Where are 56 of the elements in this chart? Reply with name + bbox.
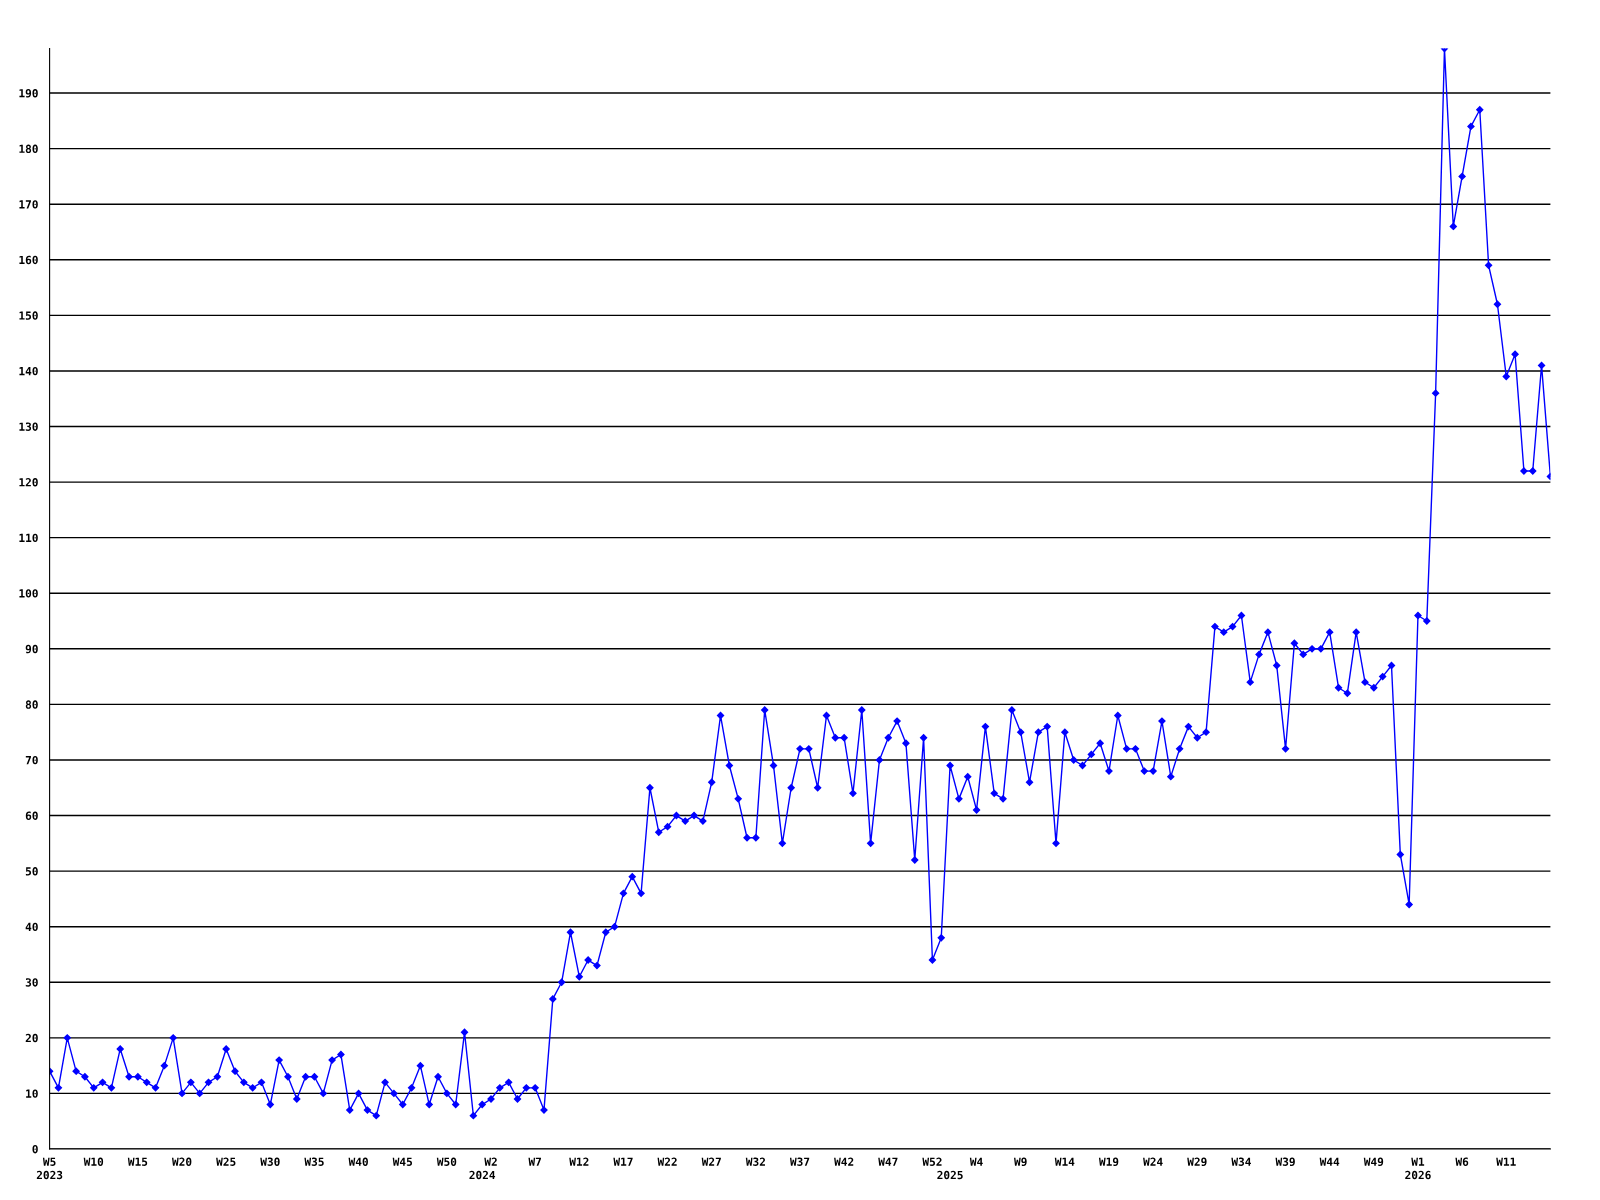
y-tick-label: 180 bbox=[19, 144, 38, 154]
x-tick-label: W40 bbox=[348, 1157, 368, 1166]
y-tick-label: 130 bbox=[19, 422, 38, 431]
x-tick-label: W11 bbox=[1496, 1157, 1516, 1166]
y-tick-label: 160 bbox=[19, 255, 38, 265]
x-tick-label: W20 bbox=[171, 1157, 192, 1166]
x-tick-label: W2 bbox=[484, 1157, 497, 1166]
y-tick-label: 0 bbox=[32, 1144, 38, 1154]
x-tick-label: W29 bbox=[1187, 1157, 1207, 1166]
x-tick-label: W49 bbox=[1363, 1157, 1384, 1166]
y-tick-label: 80 bbox=[25, 700, 38, 709]
x-tick-label: W14 bbox=[1054, 1157, 1075, 1166]
x-tick-label: W34 bbox=[1231, 1157, 1251, 1166]
x-tick-label: W44 bbox=[1319, 1157, 1340, 1166]
y-tick-label: 60 bbox=[25, 811, 38, 820]
x-tick-label: W42 bbox=[834, 1157, 854, 1166]
y-tick-label: 150 bbox=[19, 311, 38, 320]
x-tick-label: W22 bbox=[657, 1157, 677, 1166]
x-tick-label: W52 bbox=[922, 1157, 942, 1166]
y-tick-label: 50 bbox=[25, 867, 38, 876]
x-tick-label: W47 bbox=[878, 1157, 898, 1166]
y-tick-label: 190 bbox=[19, 89, 38, 98]
x-tick-label: W9 bbox=[1014, 1157, 1027, 1166]
x-tick-label: 2024 bbox=[469, 1170, 496, 1180]
y-tick-label: 20 bbox=[25, 1033, 38, 1043]
x-tick-label: W50 bbox=[436, 1157, 457, 1166]
x-tick-label: W4 bbox=[969, 1157, 983, 1166]
x-tick-label: 2025 bbox=[937, 1170, 963, 1180]
y-tick-label: 90 bbox=[25, 644, 38, 654]
x-tick-label: W7 bbox=[528, 1157, 542, 1166]
x-tick-label: W25 bbox=[216, 1157, 236, 1166]
x-tick-label: W30 bbox=[260, 1157, 280, 1166]
x-tick-label: W24 bbox=[1143, 1157, 1163, 1166]
x-tick-label: W35 bbox=[304, 1157, 324, 1166]
y-tick-label: 70 bbox=[25, 755, 38, 765]
x-tick-label: W27 bbox=[701, 1157, 721, 1166]
x-tick-label: W32 bbox=[745, 1157, 765, 1166]
x-tick-label: W12 bbox=[569, 1157, 589, 1166]
x-tick-label: W10 bbox=[83, 1157, 104, 1166]
y-tick-label: 10 bbox=[26, 1089, 38, 1098]
y-tick-label: 170 bbox=[19, 200, 38, 209]
x-tick-label: W19 bbox=[1098, 1157, 1119, 1166]
y-tick-label: 110 bbox=[19, 533, 38, 543]
x-tick-label: W5 2023 bbox=[36, 1157, 63, 1180]
x-tick-label: W1 2026 bbox=[1405, 1157, 1431, 1180]
y-tick-label: 140 bbox=[19, 366, 38, 376]
y-tick-label: 100 bbox=[19, 589, 38, 598]
x-tick-label: W17 bbox=[613, 1157, 633, 1166]
y-tick-label: 40 bbox=[25, 922, 38, 932]
x-tick-label: W39 bbox=[1275, 1157, 1295, 1166]
x-tick-label: W6 bbox=[1455, 1157, 1469, 1166]
x-tick-label: W37 bbox=[789, 1157, 810, 1166]
y-tick-label: 120 bbox=[19, 478, 38, 487]
y-tick-label: 30 bbox=[25, 978, 38, 987]
x-tick-label: W15 bbox=[127, 1157, 148, 1166]
x-tick-label: W45 bbox=[392, 1157, 413, 1166]
